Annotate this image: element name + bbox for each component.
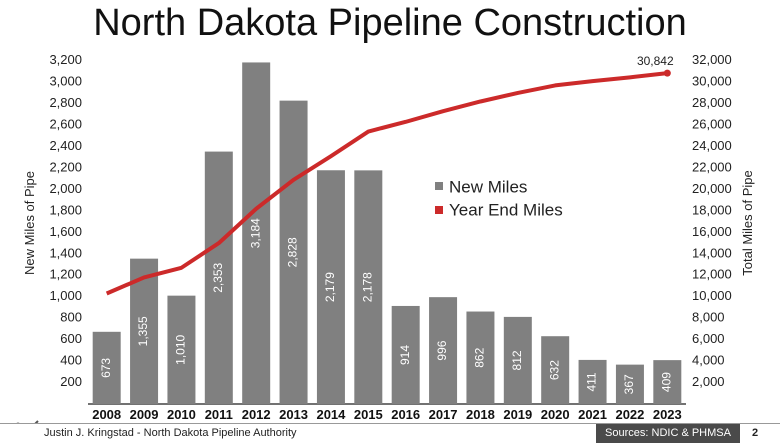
right-y-tick-label: 14,000 — [692, 245, 732, 260]
bar-2010 — [167, 295, 196, 404]
left-y-tick-label: 1,200 — [49, 267, 82, 282]
bar-value-label: 914 — [398, 345, 412, 365]
bar-value-label: 632 — [547, 360, 561, 380]
bar-value-label: 411 — [585, 372, 599, 391]
right-y-tick-label: 22,000 — [692, 159, 732, 174]
bar-2013 — [279, 100, 308, 405]
left-y-tick-label: 3,200 — [49, 52, 82, 67]
bar-2015 — [354, 170, 383, 404]
bar-2016 — [391, 305, 420, 404]
x-tick-label: 2022 — [615, 407, 644, 422]
x-tick-label: 2011 — [205, 407, 233, 422]
footer-bar: Justin J. Kringstad - North Dakota Pipel… — [0, 423, 780, 443]
left-axis-title: New Miles of Pipe — [22, 171, 37, 275]
legend-year-end-swatch — [435, 206, 443, 214]
x-tick-label: 2017 — [429, 407, 458, 422]
right-y-tick-label: 24,000 — [692, 138, 732, 153]
left-y-tick-label: 1,400 — [49, 245, 82, 260]
x-tick-label: 2010 — [167, 407, 196, 422]
bar-2011 — [204, 151, 233, 404]
right-y-tick-label: 16,000 — [692, 224, 732, 239]
x-tick-label: 2009 — [130, 407, 159, 422]
bar-2012 — [242, 62, 271, 405]
footer-author: Justin J. Kringstad - North Dakota Pipel… — [44, 427, 297, 439]
right-y-tick-label: 10,000 — [692, 288, 732, 303]
bar-value-label: 812 — [510, 350, 524, 370]
x-tick-label: 2013 — [279, 407, 308, 422]
bar-value-label: 2,179 — [323, 272, 337, 302]
bar-value-label: 2,353 — [211, 262, 225, 292]
x-tick-label: 2012 — [242, 407, 271, 422]
right-axis-title: Total Miles of Pipe — [740, 170, 755, 276]
left-y-tick-label: 400 — [60, 353, 82, 368]
right-y-tick-label: 8,000 — [692, 310, 725, 325]
x-tick-label: 2018 — [466, 407, 495, 422]
x-tick-label: 2020 — [541, 407, 570, 422]
left-y-tick-label: 600 — [60, 331, 82, 346]
x-tick-label: 2019 — [503, 407, 532, 422]
right-y-tick-label: 4,000 — [692, 353, 725, 368]
right-y-tick-label: 32,000 — [692, 52, 732, 67]
right-y-tick-label: 12,000 — [692, 267, 732, 282]
bar-2020 — [541, 336, 570, 404]
bar-2021 — [578, 359, 607, 404]
year-end-miles-endpoint — [663, 69, 671, 77]
left-y-tick-label: 200 — [60, 374, 82, 389]
bar-value-label: 2,178 — [360, 272, 374, 302]
x-tick-label: 2021 — [578, 407, 607, 422]
left-y-tick-label: 1,600 — [49, 224, 82, 239]
bar-value-label: 3,184 — [248, 218, 262, 248]
bar-2022 — [615, 364, 644, 404]
left-y-tick-label: 2,000 — [49, 181, 82, 196]
x-tick-label: 2015 — [354, 407, 383, 422]
bar-value-label: 2,828 — [286, 237, 300, 267]
bar-value-label: 367 — [622, 374, 636, 394]
bar-2019 — [503, 316, 532, 404]
bar-2017 — [429, 297, 458, 404]
left-y-tick-label: 1,000 — [49, 288, 82, 303]
chart-title: North Dakota Pipeline Construction — [93, 2, 687, 44]
right-y-tick-label: 26,000 — [692, 117, 732, 132]
legend-year-end-label: Year End Miles — [449, 200, 563, 219]
bar-2023 — [653, 360, 682, 404]
bar-value-label: 1,010 — [174, 334, 188, 364]
left-y-tick-label: 2,200 — [49, 159, 82, 174]
right-y-tick-label: 2,000 — [692, 374, 725, 389]
bar-value-label: 1,355 — [136, 316, 150, 346]
bar-value-label: 996 — [435, 340, 449, 360]
x-tick-label: 2016 — [391, 407, 420, 422]
bar-2014 — [316, 170, 345, 404]
right-y-tick-label: 6,000 — [692, 331, 725, 346]
left-y-tick-label: 2,800 — [49, 95, 82, 110]
left-y-tick-label: 3,000 — [49, 74, 82, 89]
right-y-tick-label: 30,000 — [692, 74, 732, 89]
left-y-tick-label: 2,600 — [49, 117, 82, 132]
year-end-miles-line — [105, 71, 668, 296]
bar-value-label: 673 — [99, 358, 113, 378]
bar-value-label: 409 — [659, 372, 673, 392]
page-number: 2 — [752, 427, 759, 439]
last-value-annotation: 30,842 — [637, 54, 674, 68]
x-tick-label: 2023 — [653, 407, 682, 422]
bar-2018 — [466, 311, 495, 404]
footer-sources: Sources: NDIC & PHMSA — [596, 424, 740, 443]
right-y-tick-label: 20,000 — [692, 181, 732, 196]
x-tick-label: 2008 — [92, 407, 121, 422]
right-y-tick-label: 28,000 — [692, 95, 732, 110]
legend-new-miles-label: New Miles — [449, 177, 527, 196]
left-y-tick-label: 2,400 — [49, 138, 82, 153]
right-y-tick-label: 18,000 — [692, 202, 732, 217]
bar-2008 — [92, 331, 121, 404]
x-tick-label: 2014 — [316, 407, 346, 422]
bar-value-label: 862 — [473, 347, 487, 367]
legend-new-miles-swatch — [435, 182, 443, 190]
left-y-tick-label: 1,800 — [49, 202, 82, 217]
left-y-tick-label: 800 — [60, 310, 82, 325]
